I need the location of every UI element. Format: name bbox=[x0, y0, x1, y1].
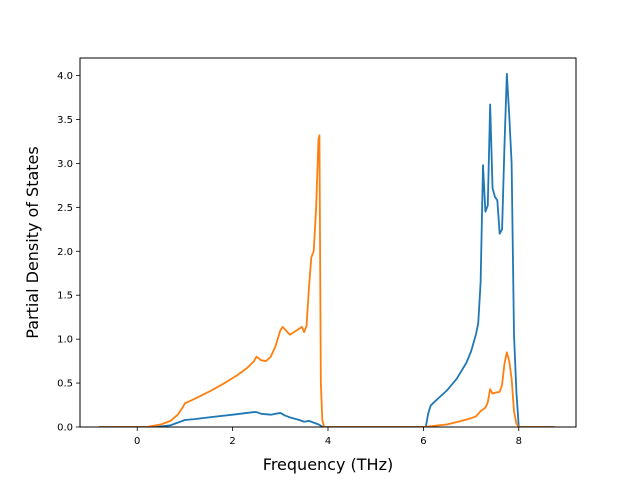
x-tick-label: 2 bbox=[229, 436, 235, 447]
y-tick-label: 2.0 bbox=[57, 247, 73, 258]
plot-area bbox=[99, 72, 555, 427]
x-tick-label: 8 bbox=[516, 436, 522, 447]
y-tick-label: 0.5 bbox=[57, 379, 73, 390]
y-tick-label: 1.5 bbox=[57, 291, 73, 302]
y-axis-label: Partial Density of States bbox=[23, 146, 42, 338]
y-tick-label: 2.5 bbox=[57, 203, 73, 214]
x-tick-label: 4 bbox=[325, 436, 331, 447]
x-axis: 0 2 4 6 8 bbox=[134, 427, 522, 447]
series-line-1 bbox=[99, 72, 555, 427]
x-tick-label: 0 bbox=[134, 436, 140, 447]
y-tick-label: 3.0 bbox=[57, 159, 73, 170]
series-line-2 bbox=[99, 134, 555, 427]
x-tick-label: 6 bbox=[420, 436, 426, 447]
y-tick-label: 4.0 bbox=[57, 71, 73, 82]
axes-frame bbox=[79, 57, 577, 428]
y-axis: 0.0 0.5 1.0 1.5 2.0 2.5 3.0 3.5 4.0 bbox=[57, 71, 80, 434]
y-tick-label: 0.0 bbox=[57, 423, 73, 434]
y-tick-label: 3.5 bbox=[57, 115, 73, 126]
y-tick-label: 1.0 bbox=[57, 335, 73, 346]
x-axis-label: Frequency (THz) bbox=[263, 455, 393, 474]
